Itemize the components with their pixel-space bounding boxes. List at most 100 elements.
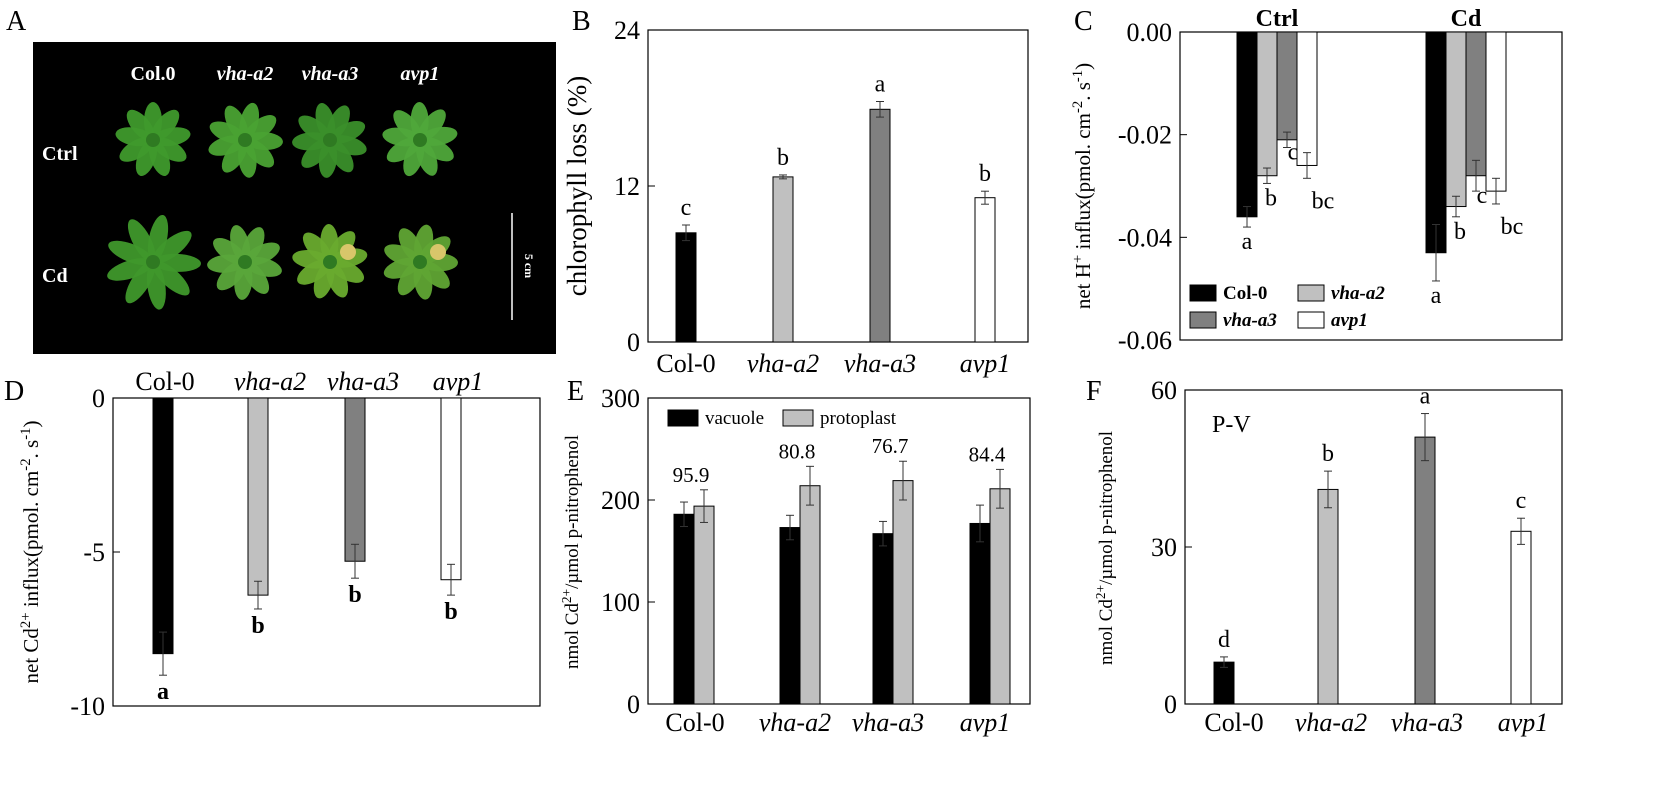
y-tick-label: 0.00 (1127, 18, 1173, 47)
y-tick-label: 30 (1151, 533, 1177, 562)
x-tick-label-vha-a2: vha-a2 (759, 708, 831, 737)
sig-letter-avp1-ctrl: bc (1312, 188, 1335, 214)
y-tick-label: 300 (601, 384, 640, 413)
panel-a: A Col.0 vha-a2 vha-a3 avp1 Ctrl Cd 5 cm (6, 6, 556, 354)
bar-col-0 (1213, 661, 1235, 705)
rosette-center (238, 133, 252, 147)
leaf (147, 214, 169, 263)
genotype-label-avp1: avp1 (401, 63, 440, 85)
leaf (315, 103, 336, 141)
sig-letter-vha-a3-ctrl: c (1288, 140, 1299, 166)
rosette-1 (208, 102, 283, 178)
x-tick-label-vha-a3: vha-a3 (852, 708, 924, 737)
yellow-leaf (430, 244, 446, 260)
x-tick-label-col-0: Col-0 (656, 349, 715, 378)
sig-letter-avp1: b (979, 161, 991, 187)
bar-protoplast-vha-a2 (799, 485, 821, 705)
bar-vacuole-vha-a3 (872, 533, 894, 705)
sig-letter-col-0: a (157, 679, 169, 705)
plant-rosettes (107, 102, 458, 310)
x-tick-label-vha-a3: vha-a3 (327, 367, 399, 396)
rosette-5 (207, 225, 282, 300)
panel-b: B 0 12 24 chlorophyll loss (%) c Col-0 b vha-a2 a… (562, 6, 1029, 378)
panel-a-letter: A (6, 6, 27, 37)
plot-frame (112, 397, 541, 707)
y-tick-label: 0 (627, 328, 640, 357)
ratio-annotation-avp1: 84.4 (969, 442, 1006, 466)
rosette-4 (107, 214, 201, 310)
plot-title: P-V (1212, 412, 1251, 438)
ratio-annotation-col-0: 95.9 (673, 463, 710, 487)
legend-swatch-vha-a3 (1189, 311, 1217, 329)
bar-protoplast-col-0 (693, 505, 715, 705)
leaf (224, 105, 249, 141)
rosette-center (413, 133, 427, 147)
y-axis-label: chlorophyll loss (%) (562, 76, 592, 296)
legend-swatch-avp1 (1297, 311, 1325, 329)
y-tick-label: 0 (627, 690, 640, 719)
bar-vha-a2 (1317, 488, 1339, 705)
bar-vha-a3 (344, 397, 366, 562)
rosette-center (146, 255, 160, 269)
panel-f-letter: F (1086, 376, 1102, 407)
y-tick-label: -0.06 (1118, 326, 1172, 355)
x-tick-label-vha-a3: vha-a3 (1391, 708, 1463, 737)
plot-frame (647, 29, 1029, 343)
bar-col-0 (675, 232, 697, 343)
bar-avp1 (440, 397, 462, 581)
bar-vha-a3-cd (1465, 31, 1487, 177)
sig-letter-vha-a2-ctrl: b (1265, 185, 1277, 211)
charts-layer: B 0 12 24 chlorophyll loss (%) c Col-0 b vha-a2 a… (4, 6, 1563, 737)
x-tick-label-avp1: avp1 (433, 367, 484, 396)
y-tick-label: 0 (92, 384, 105, 413)
ratio-annotation-vha-a3: 76.7 (872, 434, 909, 458)
rosette-6 (292, 224, 368, 299)
y-tick-label: 0 (1164, 690, 1177, 719)
sig-letter-col-0-ctrl: a (1242, 229, 1253, 255)
bar-vha-a2-cd (1445, 31, 1467, 208)
x-tick-label-vha-a2: vha-a2 (234, 367, 306, 396)
y-tick-label: 12 (614, 172, 640, 201)
bar-vha-a3 (869, 108, 891, 343)
x-tick-label-avp1: avp1 (960, 708, 1011, 737)
legend-swatch-protoplast (782, 409, 814, 427)
panel-b-letter: B (572, 6, 591, 37)
leaf (209, 121, 246, 144)
y-axis-label: nmol Cd2+/µmol p-nitrophenol (1093, 431, 1118, 665)
leaf (241, 227, 265, 263)
leaf (125, 261, 156, 304)
y-tick-label: -0.04 (1118, 223, 1172, 252)
sig-letter-vha-a2: b (251, 613, 264, 639)
x-tick-label-avp1: avp1 (1498, 708, 1549, 737)
genotype-label-vha-a3: vha-a3 (302, 63, 359, 85)
bar-vha-a2 (772, 176, 794, 343)
bar-vha-a3 (1414, 436, 1436, 705)
sig-letter-col-0-cd: a (1431, 283, 1442, 309)
sig-letter-col-0: c (681, 195, 692, 221)
group-label-cd: Cd (1451, 6, 1482, 32)
x-tick-label-vha-a3: vha-a3 (844, 349, 916, 378)
sig-letter-avp1-cd: bc (1501, 214, 1524, 240)
leaf (152, 260, 190, 296)
panel-e-letter: E (567, 376, 584, 407)
x-tick-label-col-0: Col-0 (135, 367, 194, 396)
bar-avp1 (1510, 530, 1532, 705)
bar-col-0 (152, 397, 174, 655)
bar-protoplast-avp1 (989, 488, 1011, 705)
legend-label-vha-a2: vha-a2 (1331, 283, 1385, 304)
x-tick-label-vha-a2: vha-a2 (747, 349, 819, 378)
plant-photo (33, 42, 556, 354)
y-tick-label: -5 (83, 538, 105, 567)
panel-c-letter: C (1074, 6, 1093, 37)
scale-bar-label: 5 cm (522, 254, 536, 278)
bar-vha-a2-ctrl (1256, 31, 1278, 177)
y-axis-label: net H+ influx(pmol. cm-2. s-1) (1070, 63, 1095, 309)
bar-protoplast-vha-a3 (892, 480, 914, 705)
sig-letter-vha-a2: b (777, 145, 789, 171)
bar-vacuole-col-0 (673, 513, 695, 705)
bar-col-0-cd (1425, 31, 1447, 254)
y-tick-label: 24 (614, 16, 640, 45)
leaf (108, 240, 154, 266)
y-tick-label: 200 (601, 486, 640, 515)
